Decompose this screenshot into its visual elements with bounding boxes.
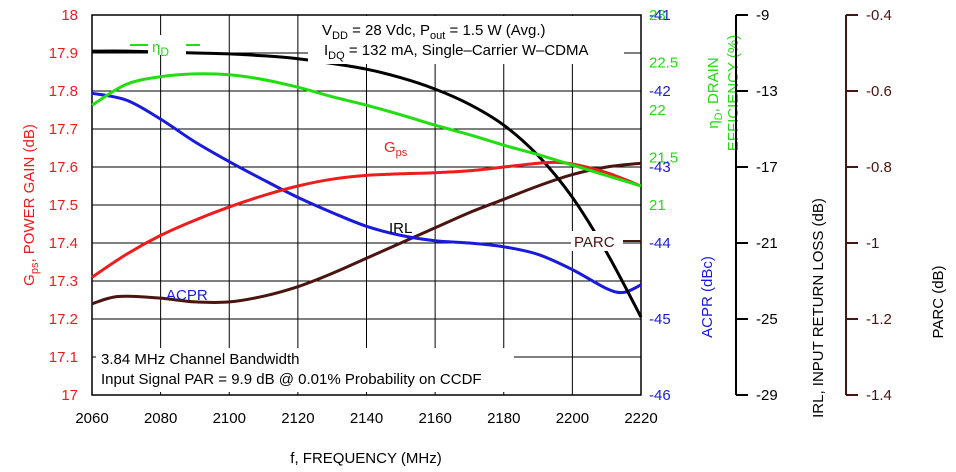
y-left-tick-label: 17.7 — [49, 121, 78, 138]
y-parc-tick-label: -0.4 — [866, 7, 892, 24]
eta-series-label: ηD — [152, 39, 169, 59]
y-irl-tick-label: -13 — [756, 83, 778, 100]
x-tick-label: 2060 — [75, 410, 108, 427]
series-layer — [91, 49, 643, 318]
series-line-acpr — [91, 91, 642, 295]
y-irl-tick-label: -25 — [756, 311, 778, 328]
y-left-tick-label: 17.2 — [49, 311, 78, 328]
y-acpr-axis-title: ACPR (dBc) — [699, 256, 716, 338]
y-eff-axis-title-line-1: ηD, DRAIN — [705, 57, 725, 128]
bandwidth-line-1: 3.84 MHz Channel Bandwidth — [101, 351, 299, 368]
y-acpr-tick-label: -42 — [649, 83, 671, 100]
y-parc-tick-label: -0.8 — [866, 159, 892, 176]
series-line-parc — [91, 161, 642, 306]
x-tick-label: 2220 — [624, 410, 657, 427]
series-line-irl — [91, 49, 643, 318]
y-left-tick-label: 17 — [61, 387, 78, 404]
y-parc-tick-label: -0.6 — [866, 83, 892, 100]
y-eff-tick-label: 22 — [649, 102, 666, 119]
x-tick-label: 2100 — [213, 410, 246, 427]
y-eff-tick-label: 21.5 — [649, 150, 678, 167]
y-left-tick-label: 17.9 — [49, 45, 78, 62]
x-tick-label: 2120 — [281, 410, 314, 427]
y-eff-tick-label: 22.5 — [649, 55, 678, 72]
series-line-g — [91, 160, 642, 279]
y-parc-tick-label: -1 — [866, 235, 879, 252]
y-left-tick-label: 17.4 — [49, 235, 78, 252]
y-eff-tick-label: 21 — [649, 197, 666, 214]
conditions-line-2: IDQ = 132 mA, Single–Carrier W–CDMA — [324, 42, 589, 62]
x-axis-title: f, FREQUENCY (MHz) — [290, 450, 441, 467]
y-irl-axis-title: IRL, INPUT RETURN LOSS (dB) — [810, 198, 827, 418]
y-parc-axis-title: PARC (dB) — [930, 265, 947, 338]
x-tick-label: 2080 — [144, 410, 177, 427]
y-eff-axis-title-line-2: EFFICIENCY (%) — [725, 35, 742, 151]
conditions-line-1: VDD = 28 Vdc, Pout = 1.5 W (Avg.) — [322, 22, 546, 42]
x-tick-label: 2200 — [556, 410, 589, 427]
y-left-tick-label: 17.1 — [49, 349, 78, 366]
y-acpr-tick-label: -41 — [649, 7, 671, 24]
y-irl-tick-label: -9 — [756, 7, 769, 24]
parc-series-label: PARC — [574, 234, 615, 251]
parc-label-bg — [571, 231, 623, 251]
bandwidth-line-2: Input Signal PAR = 9.9 dB @ 0.01% Probab… — [101, 371, 482, 388]
y-irl-tick-label: -17 — [756, 159, 778, 176]
y-acpr-tick-label: -45 — [649, 311, 671, 328]
extra-scales: -29 -25 -21 -17 -13 -9 -1.4 -1.2 -1 -0.8 -0.6 -0.4 — [735, 7, 892, 404]
y-irl-tick-label: -21 — [756, 235, 778, 252]
y-acpr-tick-label: -44 — [649, 235, 671, 252]
y-acpr-tick-label: -43 — [649, 159, 671, 176]
tick-labels: 2060 2080 2100 2120 2140 2160 2180 2200 2220 17 17… — [49, 7, 678, 427]
series-line-η — [91, 72, 642, 188]
x-tick-label: 2180 — [487, 410, 520, 427]
acpr-series-label: ACPR — [166, 287, 208, 304]
y-left-tick-label: 17.3 — [49, 273, 78, 290]
y-eff-tick-label: 23 — [649, 7, 666, 24]
bandwidth-box — [96, 348, 514, 392]
y-parc-tick-label: -1.2 — [866, 311, 892, 328]
irl-series-label: IRL — [389, 220, 412, 237]
y-left-tick-label: 17.6 — [49, 159, 78, 176]
y-left-tick-label: 17.8 — [49, 83, 78, 100]
grid — [92, 15, 641, 395]
gps-series-label: Gps — [384, 139, 408, 159]
y-parc-tick-label: -1.4 — [866, 387, 892, 404]
x-tick-label: 2160 — [418, 410, 451, 427]
y-left-tick-label: 17.5 — [49, 197, 78, 214]
plot-frame — [91, 14, 642, 396]
y-irl-tick-label: -29 — [756, 387, 778, 404]
conditions-box — [308, 16, 624, 64]
eta-label-bg — [148, 35, 186, 55]
x-tick-label: 2140 — [350, 410, 383, 427]
y-acpr-tick-label: -46 — [649, 387, 671, 404]
y-left-tick-label: 18 — [61, 7, 78, 24]
y-left-axis-title: Gps, POWER GAIN (dB) — [21, 124, 41, 286]
